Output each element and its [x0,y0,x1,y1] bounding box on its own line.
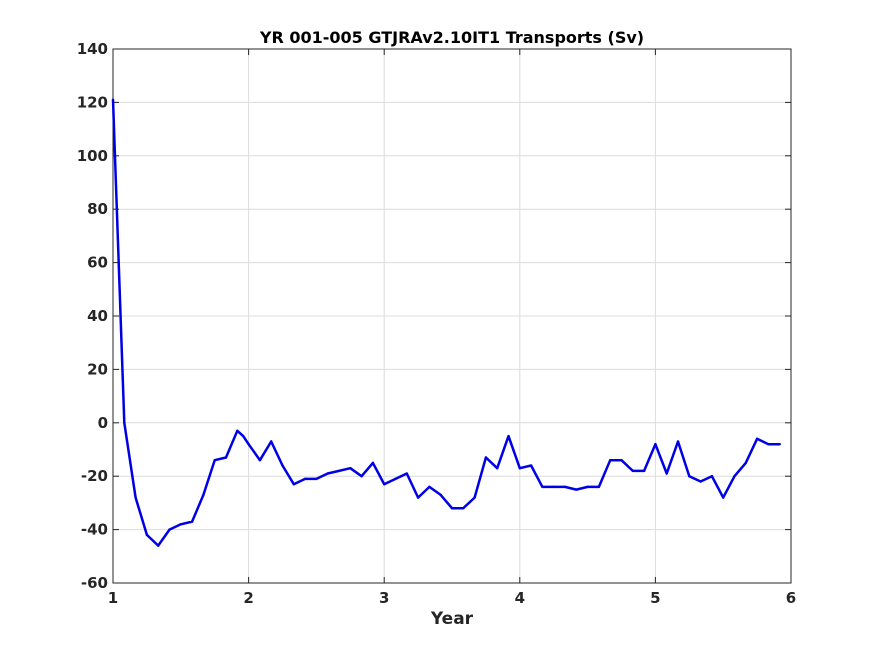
data-point [473,496,476,499]
data-point [586,485,589,489]
data-point [450,507,454,510]
data-point [778,442,781,446]
data-point [179,523,182,526]
y-tick-label: -60 [81,574,108,592]
y-tick-label: 20 [87,360,108,378]
data-point [552,485,555,489]
data-point [213,458,216,462]
y-tick-label: 100 [77,147,108,165]
data-point [620,458,623,462]
x-tick-label: 4 [515,589,525,607]
data-point [371,461,375,465]
data-point [733,475,736,478]
x-tick-label: 1 [108,589,118,607]
data-point [688,475,691,478]
data-point [134,496,137,499]
data-point [710,475,714,478]
data-point [292,483,295,486]
y-tick-label: 120 [77,93,108,111]
data-point [428,485,431,489]
data-point [360,475,363,478]
data-point [326,472,329,475]
data-point [744,461,748,465]
y-tick-label: 0 [98,414,108,432]
data-point [575,488,578,491]
data-point [609,458,612,462]
data-point [315,477,318,481]
data-point [631,469,634,473]
data-point [111,98,115,101]
data-point [484,456,488,459]
data-point [462,507,465,510]
data-point [270,440,273,443]
data-point [383,483,386,486]
data-point [699,480,702,483]
data-point [303,477,307,481]
data-point [202,493,205,497]
data-point [394,477,397,481]
data-point [145,533,149,537]
data-point [337,469,341,473]
data-point [676,440,680,443]
data-point [495,466,499,470]
data-point [665,472,668,475]
data-point [156,544,160,547]
data-point [349,466,352,470]
data-point [722,496,725,499]
data-point [247,442,250,446]
data-point [654,442,657,446]
data-point [507,434,510,438]
ticks [112,48,792,584]
data-point [224,456,228,459]
x-tick-label: 6 [786,589,796,607]
data-point [168,528,171,531]
x-axis-title: Year [430,609,474,629]
data-point [416,496,420,499]
data-point [597,485,601,489]
data-point [258,458,262,462]
data-point [123,421,126,424]
y-tick-label: -40 [81,521,108,539]
data-point [518,466,521,470]
data-point [529,464,533,467]
chart-title: YR 001-005 GTJRAv2.10IT1 Transports (Sv) [259,28,644,47]
data-point [563,485,567,489]
tick-labels: 1 2 3 4 5 6 -60 -40 -20 0 20 40 60 80 100 120 140 [77,40,797,607]
data-point [755,437,759,441]
data-point [405,472,409,475]
data-point [241,434,245,438]
data-point [642,469,646,473]
x-tick-label: 2 [243,589,253,607]
y-tick-label: 80 [87,200,108,218]
data-point [439,493,442,497]
y-tick-label: 40 [87,307,108,325]
x-tick-label: 3 [379,589,389,607]
series-group [111,98,781,547]
data-point [767,442,770,446]
y-tick-label: -20 [81,467,108,485]
data-point [236,429,239,433]
y-tick-label: 60 [87,254,108,272]
grid [112,48,792,584]
data-point [190,520,194,523]
x-tick-label: 5 [650,589,660,607]
data-point [541,485,544,489]
y-tick-label: 140 [77,40,108,58]
data-point [281,464,284,467]
